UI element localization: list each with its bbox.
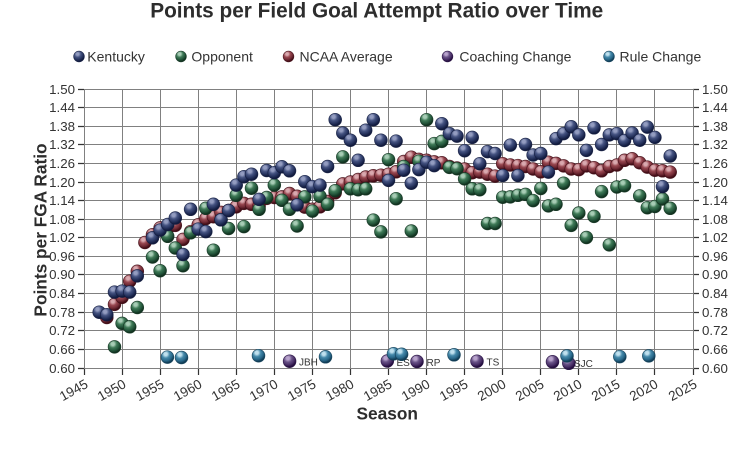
svg-text:0.96: 0.96 — [702, 249, 728, 264]
svg-text:SJC: SJC — [574, 359, 593, 370]
svg-text:1.20: 1.20 — [702, 175, 728, 190]
svg-text:1.32: 1.32 — [702, 137, 728, 152]
svg-text:1.26: 1.26 — [49, 156, 75, 171]
svg-text:1.50: 1.50 — [49, 82, 75, 97]
svg-text:1.14: 1.14 — [49, 193, 75, 208]
svg-text:Coaching Change: Coaching Change — [459, 49, 571, 65]
svg-text:1.08: 1.08 — [702, 212, 728, 227]
svg-text:TS: TS — [487, 358, 500, 369]
svg-text:0.78: 0.78 — [702, 305, 728, 320]
svg-text:Season: Season — [356, 404, 417, 424]
svg-text:1.20: 1.20 — [49, 175, 75, 190]
svg-text:1.44: 1.44 — [702, 100, 728, 115]
svg-text:0.84: 0.84 — [49, 286, 75, 301]
svg-text:1.38: 1.38 — [49, 119, 75, 134]
svg-text:NCAA Average: NCAA Average — [300, 49, 393, 65]
svg-text:ES: ES — [397, 358, 411, 369]
svg-text:1.38: 1.38 — [702, 119, 728, 134]
svg-text:Points per FGA Ratio: Points per FGA Ratio — [31, 143, 51, 316]
svg-text:Rule Change: Rule Change — [620, 49, 702, 65]
svg-text:1.32: 1.32 — [49, 137, 75, 152]
svg-text:0.60: 0.60 — [49, 361, 75, 376]
svg-text:1.02: 1.02 — [49, 230, 75, 245]
svg-text:1.08: 1.08 — [49, 212, 75, 227]
svg-text:0.90: 0.90 — [702, 267, 728, 282]
svg-text:0.72: 0.72 — [702, 323, 728, 338]
svg-text:0.60: 0.60 — [702, 361, 728, 376]
svg-text:1.14: 1.14 — [702, 193, 728, 208]
svg-text:RP: RP — [427, 358, 441, 369]
svg-text:Opponent: Opponent — [191, 49, 253, 65]
svg-text:Kentucky: Kentucky — [87, 49, 145, 65]
svg-text:1.50: 1.50 — [702, 82, 728, 97]
svg-text:1.26: 1.26 — [702, 156, 728, 171]
svg-text:0.90: 0.90 — [49, 267, 75, 282]
svg-text:Points per Field Goal Attempt: Points per Field Goal Attempt Ratio over… — [150, 0, 603, 23]
svg-text:0.72: 0.72 — [49, 323, 75, 338]
svg-text:1.02: 1.02 — [702, 230, 728, 245]
svg-text:0.66: 0.66 — [49, 342, 75, 357]
svg-text:0.66: 0.66 — [702, 342, 728, 357]
svg-text:1.44: 1.44 — [49, 100, 75, 115]
svg-text:0.84: 0.84 — [702, 286, 728, 301]
svg-text:0.96: 0.96 — [49, 249, 75, 264]
svg-text:0.78: 0.78 — [49, 305, 75, 320]
svg-text:JBH: JBH — [299, 358, 318, 369]
